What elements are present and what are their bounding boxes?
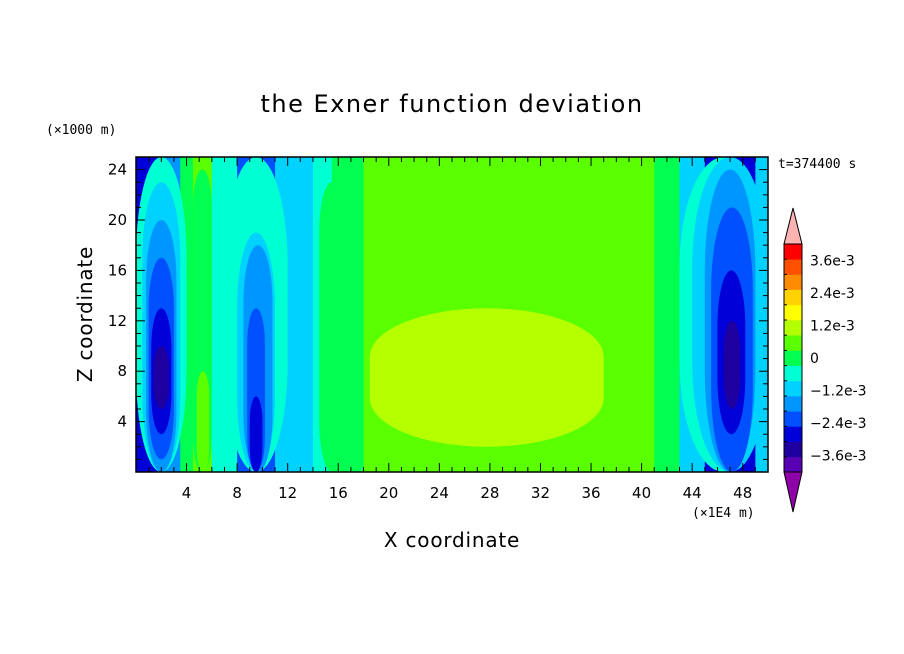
y-tick-label: 4 xyxy=(117,413,127,431)
field-band-10 xyxy=(654,157,681,472)
colorbar-segment xyxy=(784,411,802,427)
colorbar-segment xyxy=(784,259,802,275)
colorbar: 3.6e-3 2.4e-3 1.2e-3 0 −1.2e-3 −2.4e-3 −3.6e-3 xyxy=(783,207,867,513)
x-tick-label: 44 xyxy=(683,484,702,502)
colorbar-segment xyxy=(784,274,802,290)
colorbar-segment xyxy=(784,380,802,397)
colorbar-tick-label: −2.4e-3 xyxy=(810,416,867,432)
y-tick-label: 24 xyxy=(108,161,127,179)
colorbar-tick-label: −3.6e-3 xyxy=(810,449,867,465)
x-tick-labels: 4 8 12 16 20 24 28 32 36 40 44 48 xyxy=(182,484,752,502)
colorbar-tick-label: 2.4e-3 xyxy=(810,286,855,302)
x-tick-label: 36 xyxy=(581,484,600,502)
colorbar-tick-label: 0 xyxy=(810,351,819,367)
field-region-5 xyxy=(153,346,169,409)
colorbar-tick-label: −1.2e-3 xyxy=(810,384,867,400)
field-region-12 xyxy=(249,396,263,472)
field-region-16 xyxy=(369,308,604,447)
y-axis-label: Z coordinate xyxy=(73,246,97,382)
colorbar-segment xyxy=(784,320,802,336)
x-tick-label: 24 xyxy=(430,484,449,502)
x-tick-label: 20 xyxy=(379,484,398,502)
colorbar-tick-label: 3.6e-3 xyxy=(810,253,855,269)
colorbar-segment xyxy=(784,441,802,458)
x-tick-label: 12 xyxy=(278,484,297,502)
x-tick-label: 8 xyxy=(232,484,242,502)
colorbar-segment xyxy=(784,456,802,473)
colorbar-tick-label: 1.2e-3 xyxy=(810,318,855,334)
field-region-13 xyxy=(319,182,345,472)
colorbar-segment xyxy=(784,304,802,321)
field-region-7 xyxy=(196,371,210,472)
field-region-23 xyxy=(723,320,741,409)
x-tick-label: 28 xyxy=(480,484,499,502)
field-region-15 xyxy=(388,194,554,271)
x-tick-label: 48 xyxy=(733,484,752,502)
contour-field xyxy=(136,157,768,472)
chart-title: the Exner function deviation xyxy=(260,90,643,118)
colorbar-segment xyxy=(784,244,802,260)
x-tick-label: 4 xyxy=(182,484,192,502)
y-tick-labels: 4 8 12 16 20 24 xyxy=(108,161,127,431)
colorbar-under-arrow xyxy=(783,471,803,513)
y-unit-label: (×1000 m) xyxy=(46,123,116,138)
colorbar-over-arrow xyxy=(783,207,803,245)
colorbar-segment xyxy=(784,426,802,442)
x-tick-label: 32 xyxy=(531,484,550,502)
colorbar-frame xyxy=(783,243,803,473)
axis-ticks xyxy=(136,157,768,472)
x-unit-label: (×1E4 m) xyxy=(692,506,755,521)
y-tick-label: 12 xyxy=(108,312,127,330)
time-label: t=374400 s xyxy=(778,157,856,172)
x-axis-label: X coordinate xyxy=(384,528,520,552)
y-tick-label: 16 xyxy=(108,261,127,279)
x-tick-label: 16 xyxy=(329,484,348,502)
colorbar-segment xyxy=(784,365,802,382)
y-tick-label: 20 xyxy=(108,211,127,229)
colorbar-segment xyxy=(784,335,802,351)
colorbar-segment xyxy=(784,396,802,412)
colorbar-segment xyxy=(784,289,802,306)
colorbar-segment xyxy=(784,350,802,366)
y-tick-label: 8 xyxy=(117,362,127,380)
field-region-17 xyxy=(414,320,440,384)
x-tick-label: 40 xyxy=(632,484,651,502)
